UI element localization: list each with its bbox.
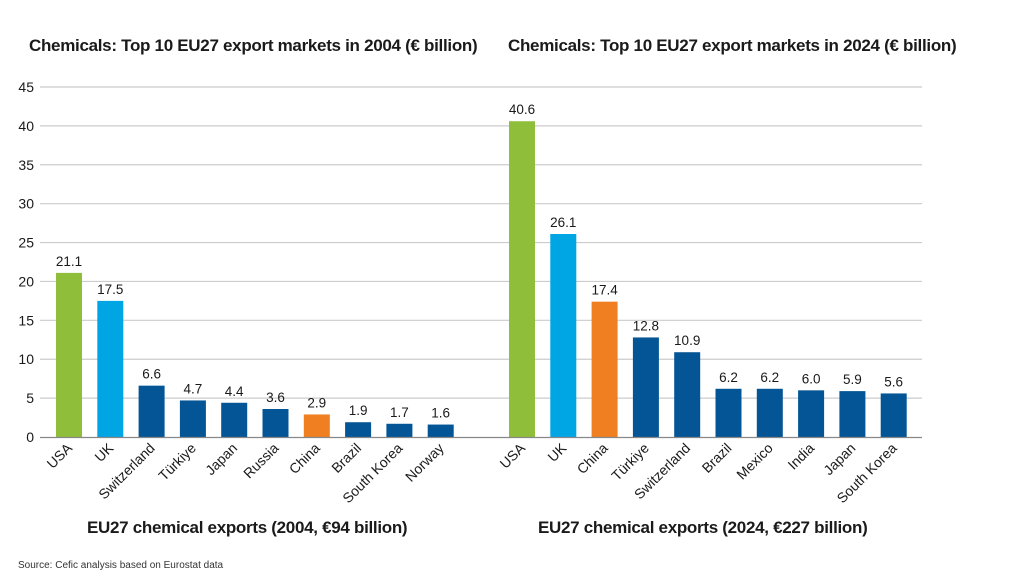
y-tick-label: 20 (18, 273, 34, 289)
bar-usa (56, 272, 82, 437)
value-label: 6.2 (719, 370, 738, 385)
bar-japan (221, 402, 248, 437)
value-label: 17.4 (591, 283, 618, 298)
y-tick-label: 30 (18, 196, 34, 212)
bar-china (303, 414, 330, 437)
value-label: 21.1 (56, 254, 82, 269)
bar-norway (427, 424, 454, 437)
value-label: 4.4 (225, 384, 244, 399)
value-label: 2.9 (307, 395, 326, 410)
value-label: 1.7 (390, 405, 409, 420)
chart-title-2024: Chemicals: Top 10 EU27 export markets in… (508, 36, 957, 55)
x-tick-label: Japan (202, 440, 240, 478)
source-note: Source: Cefic analysis based on Eurostat… (18, 560, 224, 571)
y-tick-label: 45 (18, 79, 34, 95)
value-label: 6.0 (802, 371, 821, 386)
value-label: 5.9 (843, 372, 862, 387)
x-tick-label: Brazil (699, 440, 735, 476)
value-label: 3.6 (266, 390, 285, 405)
x-tick-label: USA (496, 439, 528, 471)
x-tick-label: China (286, 440, 323, 477)
y-axis-ticks: 0 5 10 15 20 25 30 35 40 45 (18, 79, 34, 445)
x-axis-title-2024: EU27 chemical exports (2024, €227 billio… (538, 518, 868, 537)
value-label: 12.8 (633, 318, 659, 333)
y-tick-label: 40 (18, 118, 34, 134)
value-label: 26.1 (550, 215, 576, 230)
value-label: 17.5 (97, 282, 123, 297)
bar-usa (509, 121, 535, 437)
x-axis-title-2004: EU27 chemical exports (2004, €94 billion… (87, 518, 408, 537)
x-tick-label: UK (544, 439, 570, 465)
x-tick-label: USA (43, 439, 75, 471)
y-tick-label: 15 (18, 312, 34, 328)
bar-switzerland (674, 352, 701, 437)
bar-uk (97, 300, 124, 437)
value-label: 10.9 (674, 333, 700, 348)
bar-switzerland (138, 385, 165, 437)
x-tick-label: China (574, 440, 611, 477)
x-tick-label: Brazil (328, 440, 364, 476)
value-labels-2004: 21.1 17.5 6.6 4.7 4.4 3.6 2.9 1.9 1.7 1.6 (56, 254, 450, 421)
value-label: 1.6 (431, 406, 450, 421)
value-label: 40.6 (509, 102, 535, 117)
bar-uk (550, 234, 577, 437)
y-tick-label: 10 (18, 351, 34, 367)
bar-india (798, 390, 825, 437)
x-tick-label: UK (91, 439, 117, 465)
x-tick-label: Mexico (733, 440, 776, 483)
bar-china (591, 301, 618, 437)
x-tick-label: Japan (820, 440, 858, 478)
bars-2004 (56, 272, 454, 437)
bar-russia (262, 409, 289, 437)
x-tick-label: India (784, 440, 817, 473)
bar-t-rkiye (632, 337, 659, 437)
x-tick-label: Türkiye (155, 440, 199, 484)
bar-south-korea (880, 393, 907, 437)
bar-brazil (715, 388, 742, 437)
gridlines (40, 86, 922, 399)
bar-japan (839, 391, 866, 437)
value-label: 6.6 (142, 367, 161, 382)
y-tick-label: 5 (26, 390, 34, 406)
value-label: 4.7 (184, 381, 203, 396)
value-label: 6.2 (760, 370, 779, 385)
value-label: 1.9 (349, 403, 368, 418)
x-tick-label: Norway (402, 440, 447, 485)
y-tick-label: 25 (18, 235, 34, 251)
bar-south-korea (386, 423, 413, 437)
y-tick-label: 35 (18, 157, 34, 173)
value-label: 5.6 (884, 374, 903, 389)
value-labels-2024: 40.6 26.1 17.4 12.8 10.9 6.2 6.2 6.0 5.9 5.6 (509, 102, 903, 389)
x-tick-label: Russia (240, 440, 282, 482)
chart-title-2004: Chemicals: Top 10 EU27 export markets in… (29, 36, 478, 55)
bar-brazil (345, 422, 372, 437)
bars-2024 (509, 121, 907, 437)
bar-mexico (756, 388, 783, 437)
y-tick-label: 0 (26, 429, 34, 445)
bar-t-rkiye (179, 400, 206, 437)
